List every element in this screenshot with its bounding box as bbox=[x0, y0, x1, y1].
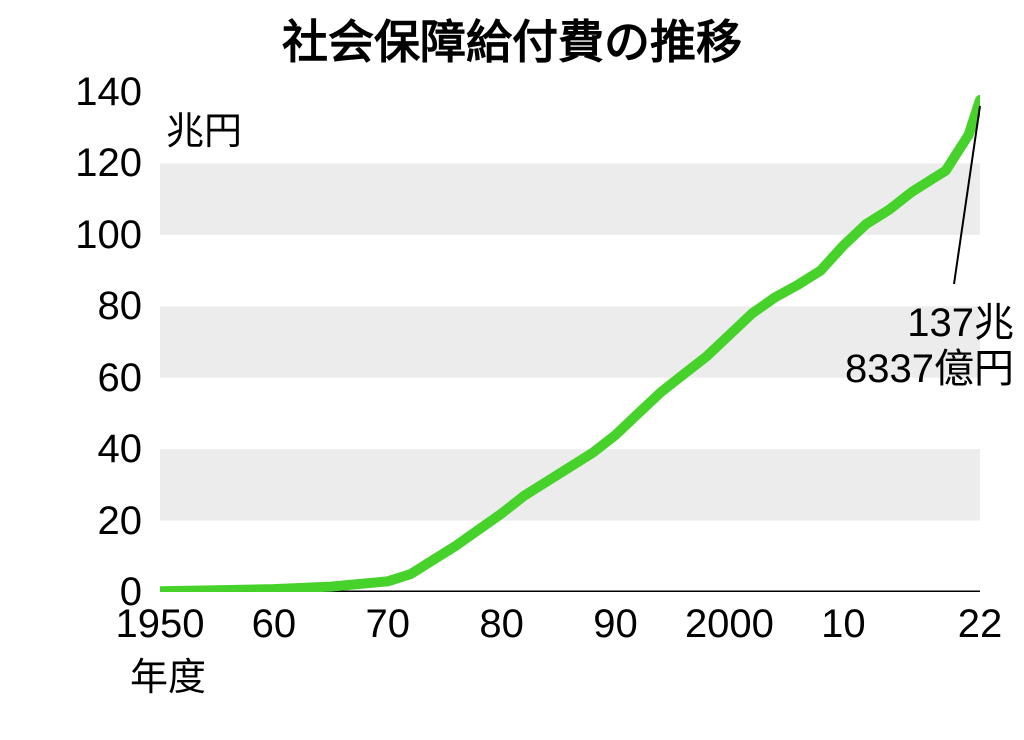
grid-band bbox=[160, 163, 980, 234]
chart-root: 社会保障給付費の推移 020406080100120140兆円195060708… bbox=[0, 0, 1024, 740]
y-tick-label: 20 bbox=[0, 499, 142, 544]
y-tick-label: 80 bbox=[0, 284, 142, 329]
y-axis-unit: 兆円 bbox=[166, 100, 242, 155]
y-tick-label: 120 bbox=[0, 141, 142, 186]
y-tick-label: 40 bbox=[0, 427, 142, 472]
chart-title: 社会保障給付費の推移 bbox=[0, 6, 1024, 72]
y-tick-label: 140 bbox=[0, 70, 142, 115]
callout-text: 8337億円 bbox=[845, 336, 1014, 394]
y-tick-label: 60 bbox=[0, 356, 142, 401]
x-tick-label: 22 bbox=[910, 602, 1024, 647]
x-tick-label: 10 bbox=[773, 602, 913, 647]
y-tick-label: 100 bbox=[0, 213, 142, 258]
x-axis-unit: 年度 bbox=[130, 646, 206, 701]
grid-band bbox=[160, 449, 980, 520]
